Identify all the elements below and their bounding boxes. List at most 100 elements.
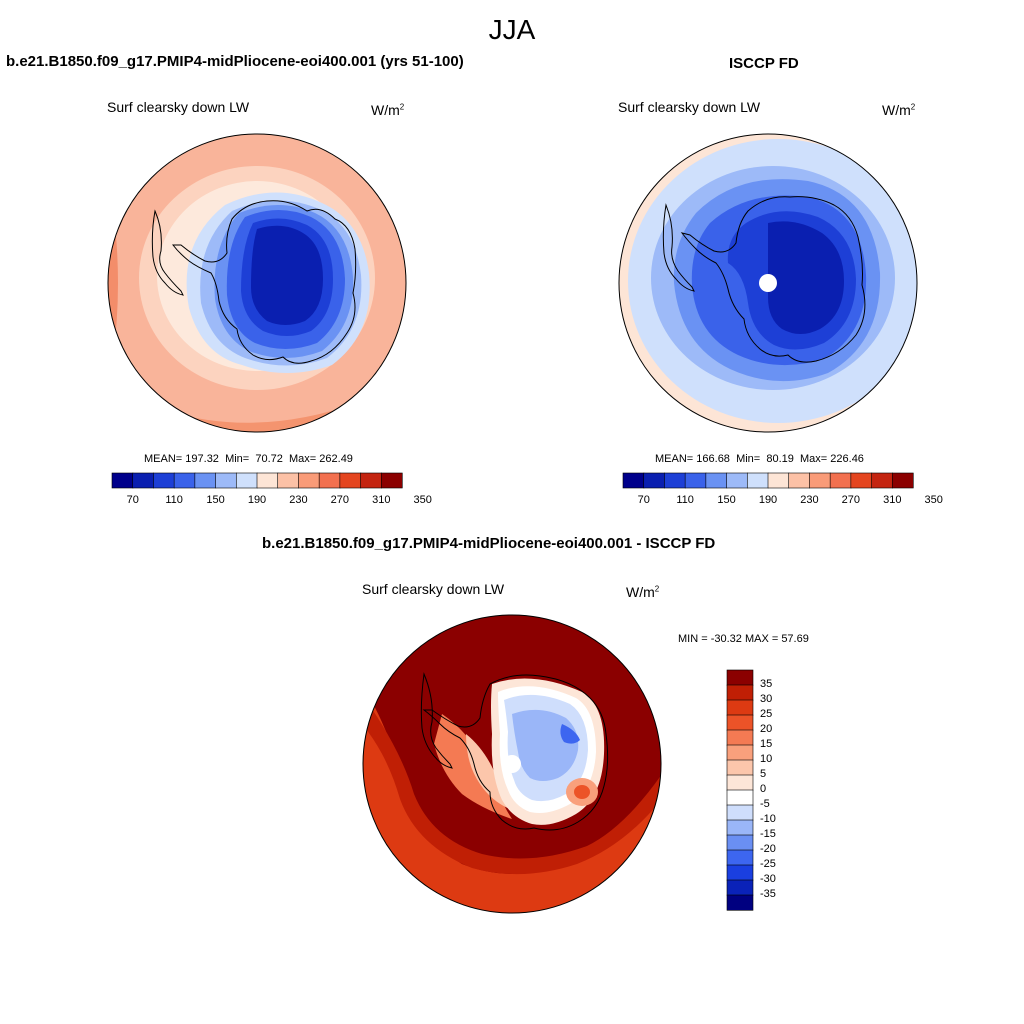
- colorbar-swatch-obs-12: [871, 472, 893, 489]
- colorbar-tick-label: 230: [800, 494, 819, 506]
- colorbar-swatch-diff-2: [726, 699, 754, 716]
- colorbar-ticks-model: 70 110 150 190 230 270 310 350: [112, 494, 432, 508]
- colorbar-tick-label: 10: [760, 753, 773, 765]
- colorbar-tick-label: -35: [760, 888, 776, 900]
- colorbar-tick-label: 310: [883, 494, 902, 506]
- map-fill-level-90: [768, 221, 844, 334]
- colorbar-tick-label: 350: [413, 494, 432, 506]
- colorbar-swatch-diff-0: [726, 669, 754, 686]
- map-fill-level-90: [251, 225, 323, 325]
- coastline-antarctica: [171, 200, 357, 364]
- colorbar-tick-label: -10: [760, 813, 776, 825]
- colorbar-tick-label: 110: [676, 494, 694, 506]
- colorbar-swatch-obs-3: [684, 472, 707, 489]
- season-title: JJA: [488, 14, 536, 45]
- pole-hole: [759, 274, 777, 292]
- colorbar-swatch-diff-11: [726, 834, 754, 851]
- colorbar-tick-label: 350: [924, 494, 943, 506]
- colorbar-swatch-diff-8: [726, 789, 754, 806]
- colorbar-swatch-diff-5: [726, 744, 754, 761]
- colorbar-swatch-obs-11: [850, 472, 873, 489]
- colorbar-swatch-obs-9: [809, 472, 831, 489]
- colorbar-tick-label: 150: [717, 494, 736, 506]
- colorbar-swatch-model-2: [153, 472, 175, 489]
- map-fill-level-30-band: [363, 709, 661, 875]
- coastline-south-america: [151, 209, 184, 296]
- colorbar-tick-label: 190: [758, 494, 778, 506]
- colorbar-swatch-model-5: [215, 472, 237, 489]
- colorbar-swatch-diff-4: [726, 729, 754, 746]
- colorbar-tick-label: 270: [330, 494, 350, 506]
- colorbar-swatch-model-0: [111, 472, 134, 489]
- colorbar-swatch-model-12: [360, 472, 382, 489]
- colorbar-ticks-diff: 35 30 25 20 15 10 5 0 -5 -10 -15 -20 -25 -30 -35: [760, 670, 800, 910]
- colorbar-tick-label: 70: [637, 494, 650, 506]
- colorbar-tick-label: 190: [247, 494, 267, 506]
- coastline-antarctica: [680, 196, 866, 363]
- colorbar-swatch-obs-1: [643, 472, 666, 489]
- colorbar-obs: [622, 472, 914, 489]
- colorbar-tick-label: 5: [760, 768, 767, 780]
- colorbar-swatch-model-1: [132, 472, 155, 489]
- colorbar-swatch-obs-8: [788, 472, 811, 489]
- colorbar-swatch-model-9: [298, 472, 320, 489]
- variable-name-left: Surf clearsky down LW: [107, 99, 250, 115]
- colorbar-tick-label: -20: [760, 843, 776, 855]
- colorbar-swatch-obs-2: [664, 472, 686, 489]
- map-border: [107, 133, 407, 433]
- colorbar-swatch-obs-7: [767, 472, 790, 489]
- panel-title-diff: b.e21.B1850.f09_g17.PMIP4-midPliocene-eo…: [262, 535, 716, 552]
- colorbar-tick-label: 0: [760, 783, 767, 795]
- map-fill-positive-blob-core: [574, 785, 590, 799]
- colorbar-swatch-obs-13: [891, 472, 914, 489]
- colorbar-model: [111, 472, 403, 489]
- map-fill-level-25-west: [363, 684, 661, 913]
- colorbar-swatch-diff-12: [726, 849, 754, 866]
- colorbar-swatch-obs-4: [705, 472, 728, 489]
- colorbar-swatch-model-10: [318, 472, 341, 489]
- colorbar-tick-label: 20: [760, 723, 773, 735]
- colorbar-swatch-diff-10: [726, 819, 754, 836]
- polar-map-obs: [618, 133, 918, 433]
- colorbar-tick-label: -30: [760, 873, 776, 885]
- colorbar-swatch-obs-6: [746, 472, 769, 489]
- units-left: W/m2: [371, 102, 405, 118]
- colorbar-swatch-model-13: [380, 472, 403, 489]
- colorbar-tick-label: 35: [760, 678, 773, 690]
- colorbar-tick-label: -25: [760, 858, 776, 870]
- colorbar-tick-label: 30: [760, 693, 773, 705]
- colorbar-swatch-model-11: [339, 472, 362, 489]
- map-border: [618, 133, 918, 433]
- colorbar-swatch-diff-13: [726, 864, 754, 881]
- colorbar-swatch-diff-3: [726, 714, 754, 731]
- colorbar-swatch-model-4: [194, 472, 217, 489]
- colorbar-tick-label: 230: [289, 494, 308, 506]
- variable-name-right: Surf clearsky down LW: [618, 99, 761, 115]
- stats-right: MEAN= 166.68 Min= 80.19 Max= 226.46: [655, 453, 864, 465]
- map-fill-level-neg20: [560, 724, 580, 744]
- panel-title-model: b.e21.B1850.f09_g17.PMIP4-midPliocene-eo…: [6, 53, 464, 70]
- colorbar-tick-label: 25: [760, 708, 773, 720]
- minmax-diff: MIN = -30.32 MAX = 57.69: [678, 633, 809, 645]
- pole-hole: [503, 755, 521, 773]
- colorbar-swatch-diff-7: [726, 774, 754, 791]
- colorbar-swatch-diff-14: [726, 879, 754, 896]
- colorbar-tick-label: 110: [165, 494, 183, 506]
- colorbar-tick-label: 310: [372, 494, 391, 506]
- colorbar-swatch-obs-10: [829, 472, 852, 489]
- colorbar-swatch-model-7: [256, 472, 279, 489]
- colorbar-swatch-model-3: [173, 472, 196, 489]
- colorbar-swatch-model-6: [235, 472, 258, 489]
- coastline-antarctica: [422, 674, 609, 831]
- colorbar-swatch-diff-6: [726, 759, 754, 776]
- colorbar-tick-label: -15: [760, 828, 776, 840]
- colorbar-swatch-obs-0: [622, 472, 645, 489]
- variable-name-diff: Surf clearsky down LW: [362, 581, 505, 597]
- colorbar-swatch-model-8: [277, 472, 300, 489]
- colorbar-swatch-diff-9: [726, 804, 754, 821]
- colorbar-tick-label: 150: [206, 494, 225, 506]
- colorbar-tick-label: -5: [760, 798, 770, 810]
- colorbar-tick-label: 270: [841, 494, 861, 506]
- colorbar-diff: [726, 669, 754, 911]
- colorbar-swatch-diff-1: [726, 684, 754, 701]
